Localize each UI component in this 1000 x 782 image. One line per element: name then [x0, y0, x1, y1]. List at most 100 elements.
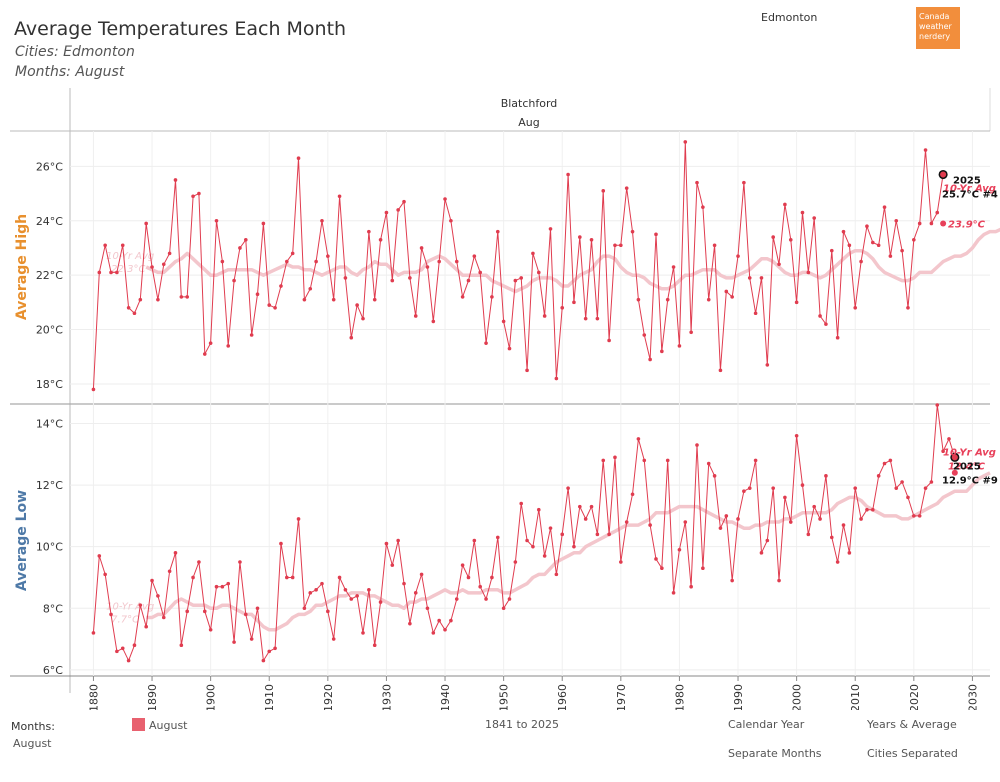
column-header-month: Aug	[518, 116, 539, 129]
august-legend-label[interactable]: August	[149, 719, 188, 732]
data-point	[531, 251, 535, 256]
data-point	[923, 486, 928, 490]
data-point	[613, 455, 617, 460]
data-point	[343, 276, 348, 280]
data-point	[917, 514, 922, 518]
data-point	[232, 278, 236, 283]
data-point	[243, 612, 248, 617]
data-point	[331, 637, 336, 641]
avg-label-faded: 10-Yr Avg	[106, 251, 154, 262]
data-point	[742, 180, 746, 185]
data-point	[285, 575, 289, 580]
data-point	[859, 517, 863, 521]
x-tick-label: 1910	[263, 684, 276, 710]
data-point	[419, 572, 424, 577]
data-point	[115, 649, 119, 654]
city-selector[interactable]: Edmonton	[761, 11, 818, 24]
data-point	[238, 560, 242, 564]
y-tick-label: 26°C	[36, 160, 63, 173]
data-point	[296, 156, 301, 160]
data-point	[718, 368, 723, 373]
data-point	[706, 461, 711, 466]
data-point	[220, 259, 225, 264]
data-point	[273, 646, 277, 651]
data-point	[536, 270, 541, 275]
data-point	[572, 544, 576, 549]
data-point	[882, 461, 887, 466]
data-point	[390, 563, 395, 567]
data-point	[730, 295, 734, 299]
data-point	[361, 316, 365, 321]
data-point	[548, 227, 553, 231]
data-point	[355, 594, 359, 598]
data-point	[671, 265, 676, 269]
data-point	[308, 286, 313, 291]
data-point	[847, 243, 852, 248]
august-legend-swatch	[132, 718, 145, 731]
data-point	[671, 591, 676, 595]
data-point	[929, 221, 934, 226]
data-point	[320, 218, 324, 223]
data-point	[519, 276, 524, 280]
months-subtitle: Months: August	[15, 64, 125, 80]
data-point	[179, 295, 184, 299]
calendar-year-toggle[interactable]: Calendar Year	[728, 718, 805, 731]
data-point	[466, 278, 471, 283]
data-point	[161, 615, 166, 620]
data-point	[636, 437, 641, 441]
data-point	[150, 265, 154, 269]
data-point	[771, 235, 775, 239]
data-point	[630, 492, 635, 497]
site-logo[interactable]: Canada weather nerdery	[916, 7, 960, 49]
data-point	[460, 563, 465, 567]
y-tick-label: 18°C	[36, 378, 63, 391]
data-point	[888, 254, 893, 258]
data-point	[138, 297, 143, 302]
cities-separated-toggle[interactable]: Cities Separated	[867, 747, 958, 760]
data-point	[285, 259, 289, 264]
data-point	[783, 495, 787, 500]
data-point	[560, 532, 565, 537]
data-point	[753, 458, 758, 463]
data-point	[226, 344, 231, 348]
data-point	[495, 535, 500, 540]
data-point	[495, 229, 500, 234]
latest-year-marker	[950, 452, 960, 462]
data-point	[912, 514, 916, 518]
data-point	[507, 346, 512, 351]
data-point	[437, 259, 441, 264]
data-point	[935, 210, 940, 215]
data-point	[724, 289, 729, 294]
data-point	[402, 199, 406, 204]
data-point	[777, 262, 781, 267]
data-point	[812, 216, 817, 220]
years-average-toggle[interactable]: Years & Average	[867, 718, 957, 731]
data-point	[595, 316, 600, 321]
separate-months-toggle[interactable]: Separate Months	[728, 747, 822, 760]
data-point	[525, 538, 529, 543]
data-point	[906, 306, 910, 310]
avg-end-marker	[940, 220, 947, 227]
data-point	[472, 254, 477, 258]
data-point	[542, 554, 547, 558]
data-point	[249, 333, 254, 337]
data-point	[191, 575, 195, 580]
data-point	[173, 551, 178, 555]
latest-value-label: 12.9°C #9	[942, 475, 998, 486]
data-point	[619, 560, 623, 564]
data-point	[818, 517, 822, 521]
data-point	[255, 292, 260, 296]
data-point	[337, 575, 342, 580]
data-point	[413, 591, 418, 595]
data-point	[906, 495, 910, 500]
data-point	[923, 148, 928, 152]
data-point	[800, 210, 805, 215]
data-point	[361, 631, 365, 635]
data-point	[425, 265, 430, 269]
avg-annotation-title: 10-Yr Avg	[943, 184, 996, 195]
data-point	[812, 504, 817, 509]
data-point	[695, 443, 699, 447]
ten-year-average-line	[146, 471, 991, 632]
data-point	[829, 248, 834, 253]
data-point	[144, 221, 148, 226]
